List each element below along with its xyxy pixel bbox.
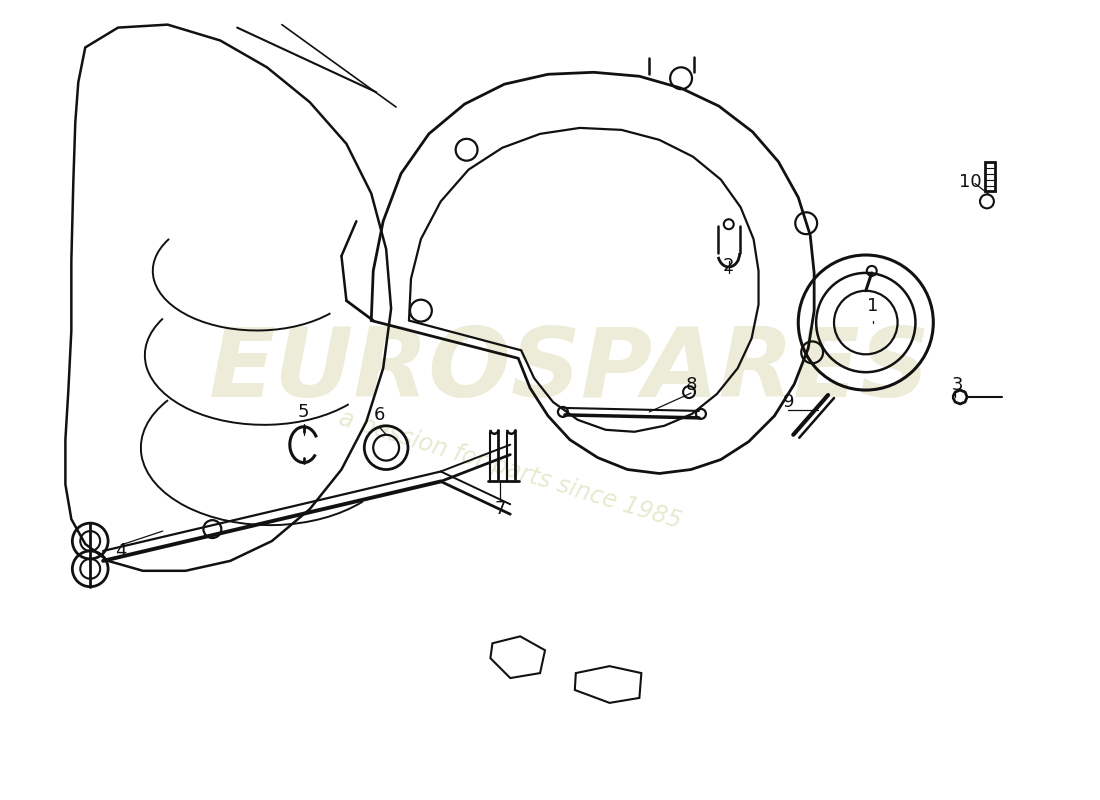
Text: 1: 1	[867, 297, 879, 314]
Text: 4: 4	[116, 542, 127, 560]
Text: 8: 8	[685, 376, 696, 394]
Text: 6: 6	[374, 406, 385, 424]
Text: 2: 2	[723, 257, 735, 275]
Text: 10: 10	[959, 173, 981, 190]
Text: 5: 5	[298, 403, 309, 421]
Text: 7: 7	[495, 500, 506, 518]
Text: a passion for parts since 1985: a passion for parts since 1985	[337, 406, 684, 533]
Polygon shape	[984, 162, 994, 191]
Text: EUROSPARES: EUROSPARES	[209, 324, 931, 417]
Text: 3: 3	[952, 376, 962, 394]
Text: 9: 9	[782, 393, 794, 411]
